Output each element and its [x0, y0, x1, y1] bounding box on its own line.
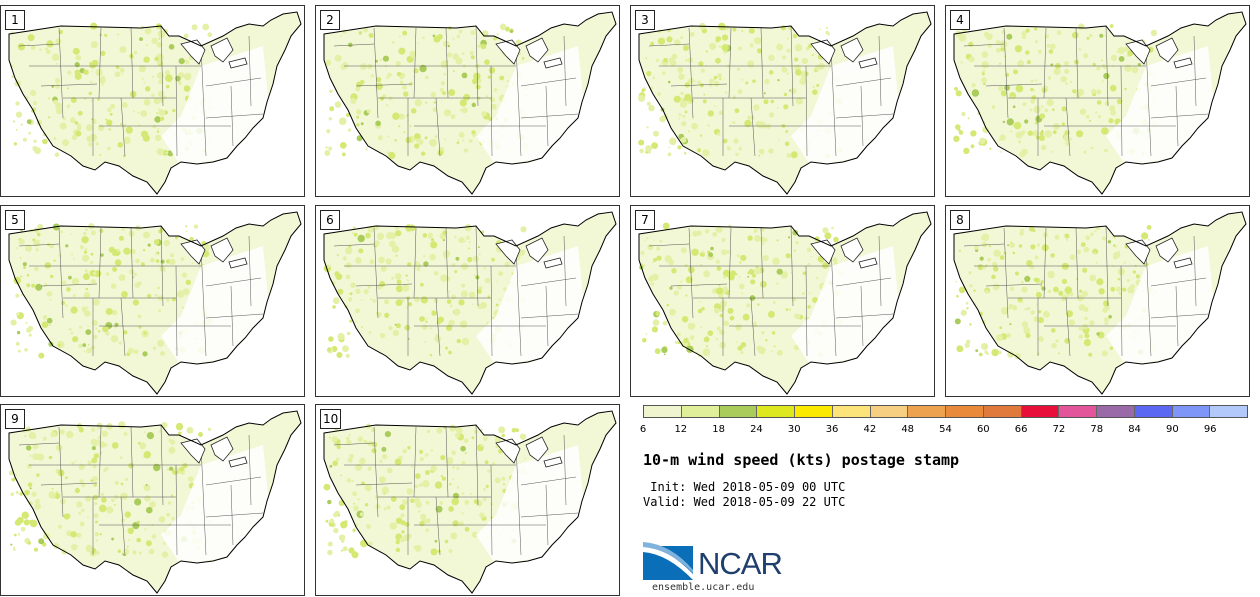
us-map — [953, 11, 1247, 195]
forecast-panel: 2 — [315, 5, 620, 197]
ncar-logo-icon — [643, 542, 693, 580]
colorbar-tick-label: 60 — [976, 424, 990, 435]
colorbar-segment — [644, 406, 682, 417]
colorbar-segment — [983, 406, 1022, 417]
colorbar-segment — [908, 406, 946, 417]
us-map — [638, 11, 932, 195]
colorbar-tick-label: 18 — [712, 424, 725, 435]
panel-number-label: 6 — [320, 210, 340, 230]
panel-number-label: 7 — [635, 210, 655, 230]
colorbar-tick-label: 48 — [901, 424, 915, 435]
colorbar-segment — [1210, 406, 1247, 417]
forecast-panel: 1 — [0, 5, 305, 197]
panel-number-label: 10 — [320, 409, 342, 429]
colorbar-segment — [870, 406, 909, 417]
colorbar-tick-label: 36 — [825, 424, 839, 435]
forecast-panel: 8 — [945, 205, 1250, 397]
us-map — [953, 211, 1247, 395]
colorbar-segment — [757, 406, 795, 417]
us-map — [323, 410, 617, 594]
panel-number-label: 3 — [635, 10, 655, 30]
colorbar-tick-labels: 6 12 18 24 30 36 42 48 54 60 66 72 78 84 90 96 — [639, 424, 1248, 438]
forecast-panel: 5 — [0, 205, 305, 397]
colorbar-tick-label: 90 — [1166, 424, 1179, 435]
panel-number-label: 8 — [950, 210, 970, 230]
colorbar-tick-label: 84 — [1128, 424, 1141, 435]
colorbar-segment — [832, 406, 871, 417]
panel-number-label: 5 — [5, 210, 25, 230]
us-map — [8, 211, 302, 395]
wind-speed-colorbar — [643, 405, 1248, 418]
us-map — [8, 11, 302, 195]
colorbar-segment — [1172, 406, 1211, 417]
forecast-panel: 9 — [0, 404, 305, 596]
colorbar-segment — [719, 406, 758, 417]
colorbar-tick-label: 78 — [1090, 424, 1104, 435]
colorbar-tick-label: 96 — [1203, 424, 1217, 435]
init-time: Init: Wed 2018-05-09 00 UTC — [643, 480, 846, 494]
colorbar-segment — [1021, 406, 1060, 417]
valid-time: Valid: Wed 2018-05-09 22 UTC — [643, 495, 846, 509]
colorbar-segment — [681, 406, 720, 417]
panel-number-label: 1 — [5, 10, 25, 30]
forecast-panel: 7 — [630, 205, 935, 397]
colorbar-segment — [795, 406, 833, 417]
forecast-panel: 6 — [315, 205, 620, 397]
chart-title: 10-m wind speed (kts) postage stamp — [643, 451, 960, 469]
us-map — [323, 211, 617, 395]
colorbar-tick-label: 30 — [787, 424, 801, 435]
panel-number-label: 9 — [5, 409, 25, 429]
ncar-logo-text: NCAR — [698, 546, 783, 581]
colorbar-tick-label: 12 — [674, 424, 688, 435]
colorbar-segment — [946, 406, 984, 417]
us-map — [323, 11, 617, 195]
forecast-panel: 10 — [315, 404, 620, 596]
panel-number-label: 2 — [320, 10, 340, 30]
colorbar-tick-label: 66 — [1014, 424, 1028, 435]
colorbar-tick-label: 54 — [939, 424, 952, 435]
forecast-panel: 4 — [945, 5, 1250, 197]
colorbar-segment — [1059, 406, 1097, 417]
colorbar-segment — [1134, 406, 1173, 417]
colorbar-tick-label: 6 — [639, 424, 647, 435]
colorbar-tick-label: 24 — [750, 424, 763, 435]
us-map — [638, 211, 932, 395]
colorbar-segment — [1097, 406, 1135, 417]
us-map — [8, 410, 302, 594]
colorbar-tick-label: 72 — [1052, 424, 1066, 435]
logo-url: ensemble.ucar.edu — [652, 582, 755, 593]
colorbar-tick-label: 42 — [863, 424, 877, 435]
panel-number-label: 4 — [950, 10, 970, 30]
forecast-panel: 3 — [630, 5, 935, 197]
